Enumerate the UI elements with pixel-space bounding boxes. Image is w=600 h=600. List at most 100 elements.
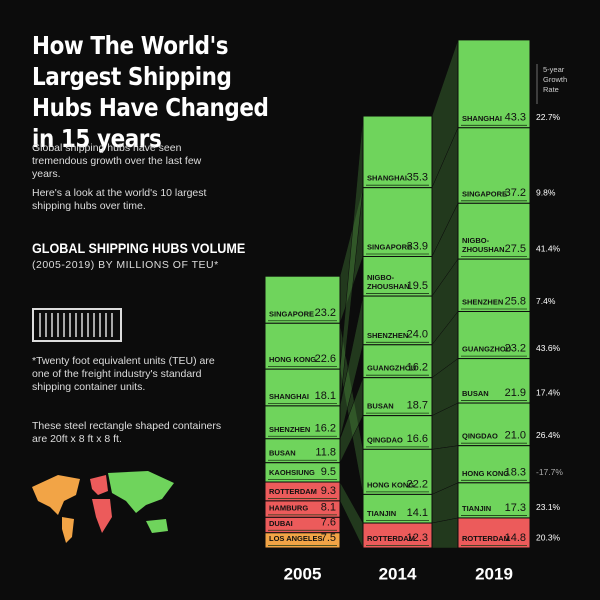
- column-segment: [264, 275, 341, 324]
- value-label: 21.0: [505, 430, 526, 442]
- value-label: 17.3: [505, 502, 526, 514]
- column-segment: [362, 115, 433, 189]
- port-name: SHANGHAI: [462, 114, 502, 123]
- column-segment: [264, 322, 341, 370]
- growth-label: 26.4%: [536, 430, 561, 440]
- growth-label: 22.7%: [536, 112, 561, 122]
- value-label: 14.1: [407, 507, 428, 519]
- value-label: 11.8: [315, 447, 336, 459]
- growth-label: 20.3%: [536, 532, 561, 542]
- port-name: ROTTERDAM: [462, 534, 510, 543]
- value-label: 16.2: [315, 423, 336, 435]
- value-label: 23.2: [315, 307, 336, 319]
- column-label: 2005: [284, 564, 322, 583]
- value-label: 18.7: [407, 400, 428, 412]
- port-name: NIGBO-ZHOUSHAN: [462, 236, 505, 254]
- value-label: 22.6: [315, 353, 336, 365]
- value-label: 18.1: [315, 390, 336, 402]
- column-label: 2014: [379, 564, 417, 583]
- port-name: ROTTERDAM: [367, 534, 415, 543]
- port-name: BUSAN: [462, 389, 489, 398]
- port-name: KAOHSIUNG: [269, 468, 315, 477]
- port-name-line: ZHOUSHAN: [367, 282, 410, 291]
- growth-label: 7.4%: [536, 296, 556, 306]
- growth-label: 43.6%: [536, 343, 561, 353]
- growth-label: -17.7%: [536, 467, 563, 477]
- column-segment: [264, 368, 341, 407]
- flow-link: [339, 481, 364, 549]
- intro-text: Global shipping hubs have seen tremendou…: [32, 142, 202, 180]
- port-name: ROTTERDAM: [269, 487, 317, 496]
- column-segment: [457, 39, 531, 129]
- growth-label: 41.4%: [536, 243, 561, 253]
- port-name: QINGDAO: [367, 435, 403, 444]
- column-segment: [362, 377, 433, 417]
- value-label: 23.2: [505, 343, 526, 355]
- note: These steel rectangle shaped containers …: [32, 420, 222, 445]
- port-name: HONG KONG: [269, 355, 316, 364]
- value-label: 25.8: [505, 295, 526, 307]
- port-name: HONG KONG: [367, 480, 414, 489]
- port-name: TIANJIN: [367, 509, 396, 518]
- port-name: QINGDAO: [462, 432, 498, 441]
- port-name-line: ZHOUSHAN: [462, 245, 505, 254]
- column-segment: [457, 127, 531, 204]
- value-label: 16.6: [407, 433, 428, 445]
- value-label: 14.8: [505, 532, 526, 544]
- column-segment: [362, 522, 433, 549]
- port-name: SINGAPORE: [367, 242, 412, 251]
- growth-title-line: 5-year: [543, 65, 565, 74]
- port-name: GUANGZHOU: [367, 364, 416, 373]
- port-name: SINGAPORE: [462, 189, 507, 198]
- port-name: BUSAN: [269, 449, 296, 458]
- value-label: 8.1: [321, 501, 336, 513]
- column-segment: [457, 402, 531, 447]
- column-segment: [457, 258, 531, 313]
- port-name: BUSAN: [367, 402, 394, 411]
- column-label: 2019: [475, 564, 513, 583]
- port-name: SHENZHEN: [269, 425, 310, 434]
- value-label: 16.2: [407, 362, 428, 374]
- column-segment: [362, 295, 433, 346]
- column-segment: [457, 358, 531, 404]
- growth-label: 9.8%: [536, 188, 556, 198]
- port-name: SHENZHEN: [367, 331, 408, 340]
- port-name: SHANGHAI: [269, 392, 309, 401]
- column-segment: [457, 311, 531, 360]
- chart-subtitle: (2005-2019) BY MILLIONS OF TEU*: [32, 259, 219, 271]
- growth-label: 17.4%: [536, 387, 561, 397]
- port-name: SHANGHAI: [367, 174, 407, 183]
- column-segment: [457, 517, 531, 549]
- growth-title-line: Growth: [543, 75, 567, 84]
- value-label: 24.0: [407, 329, 428, 341]
- port-name-line: NIGBO-: [367, 273, 395, 282]
- value-label: 35.3: [407, 172, 428, 184]
- port-name: HONG KONG: [462, 469, 509, 478]
- growth-title: 5-year Growth Rate: [543, 65, 567, 94]
- note: *Twenty foot equivalent units (TEU) are …: [32, 355, 215, 393]
- container-icon: [32, 308, 122, 342]
- port-name: LOS ANGELES: [269, 534, 322, 543]
- value-label: 7.5: [321, 532, 336, 544]
- column-segment: [457, 482, 531, 519]
- port-name: DUBAI: [269, 519, 293, 528]
- port-name: HAMBURG: [269, 503, 308, 512]
- port-name: TIANJIN: [462, 504, 491, 513]
- port-name: SINGAPORE: [269, 309, 314, 318]
- value-label: 22.2: [407, 478, 428, 490]
- port-name: NIGBO-ZHOUSHAN: [367, 273, 410, 291]
- column-segment: [264, 532, 341, 549]
- column-segment: [362, 493, 433, 524]
- value-label: 21.9: [505, 387, 526, 399]
- value-label: 19.5: [407, 280, 428, 292]
- value-label: 7.6: [321, 517, 336, 529]
- column-segment: [264, 405, 341, 440]
- world-map: [32, 471, 174, 543]
- value-label: 27.5: [505, 243, 526, 255]
- port-name-line: NIGBO-: [462, 236, 490, 245]
- port-name: GUANGZHOU: [462, 345, 511, 354]
- intro-text: Here's a look at the world's 10 largest …: [32, 187, 207, 212]
- growth-title-line: Rate: [543, 85, 559, 94]
- title: How The World's Largest Shipping Hubs Ha…: [32, 31, 269, 153]
